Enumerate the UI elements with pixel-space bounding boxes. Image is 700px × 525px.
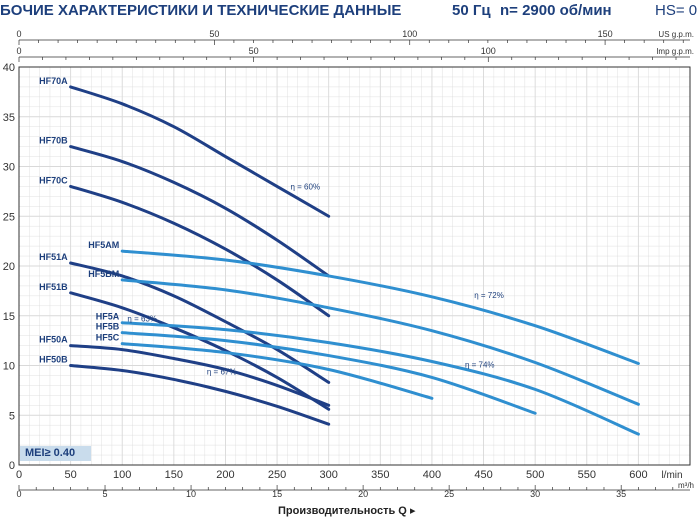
series-label-hf70c: HF70C xyxy=(39,175,68,185)
series-line-hf5bm xyxy=(120,278,640,406)
arrow-right-icon: ▸ xyxy=(409,505,416,517)
x-tick-label: 500 xyxy=(526,469,544,481)
series-label-hf5a: HF5A xyxy=(96,312,120,322)
frequency-label: 50 Гц xyxy=(452,2,491,19)
secondary-tick-label: 50 xyxy=(209,29,219,39)
series-line-hf70b xyxy=(69,145,331,278)
grid xyxy=(18,66,691,466)
series-labels: HF70A HF70B HF70C HF51A HF51B HF50A HF50B HF5AM… xyxy=(39,76,504,377)
plot-frame xyxy=(18,66,691,466)
series-label-hf5am: HF5AM xyxy=(88,240,119,250)
x-unit-label: l/min xyxy=(661,470,682,481)
efficiency-annotation: η = 74% xyxy=(465,360,495,369)
speed-label: n= 2900 об/мин xyxy=(500,2,612,19)
series-lines xyxy=(69,85,640,436)
series-line-hf5am xyxy=(120,249,640,366)
x-tick-label: 150 xyxy=(165,469,183,481)
secondary-tick-label: 5 xyxy=(103,489,108,499)
secondary-tick-label: 10 xyxy=(186,489,196,499)
secondary-tick-label: 15 xyxy=(272,489,282,499)
secondary-tick-label: 150 xyxy=(598,29,613,39)
x-tick-label: 550 xyxy=(578,469,596,481)
series-line-hf5b xyxy=(120,331,537,415)
x-tick-label: 300 xyxy=(320,469,338,481)
y-tick-label: 20 xyxy=(3,261,15,273)
y-tick-label: 30 xyxy=(3,162,15,174)
series-line-hf51a xyxy=(69,261,331,384)
series-label-hf50b: HF50B xyxy=(39,355,68,365)
y-tick-label: 40 xyxy=(3,62,15,74)
series-label-hf5b: HF5B xyxy=(96,322,120,332)
x-axis-label: Производительность Q xyxy=(278,505,407,517)
secondary-tick-label: 100 xyxy=(481,46,496,56)
y-tick-label: 5 xyxy=(9,410,15,422)
series-label-hf70a: HF70A xyxy=(39,76,68,86)
series-line-hf5c xyxy=(120,342,434,400)
x-tick-label: 250 xyxy=(268,469,286,481)
secondary-tick-label: 50 xyxy=(249,46,259,56)
y-tick-label: 25 xyxy=(3,211,15,223)
x-tick-label: 0 xyxy=(16,469,22,481)
series-label-hf70b: HF70B xyxy=(39,136,68,146)
secondary-tick-label: 35 xyxy=(616,489,626,499)
mei-badge: MEI≥ 0.40 xyxy=(20,446,91,461)
secondary-axis-name: Imp g.p.m. xyxy=(656,47,694,56)
secondary-tick-label: 20 xyxy=(358,489,368,499)
x-tick-label: 200 xyxy=(216,469,234,481)
y-tick-label: 10 xyxy=(3,361,15,373)
efficiency-annotation: η = 67% xyxy=(207,367,237,376)
efficiency-annotation: η = 60% xyxy=(290,182,320,191)
secondary-tick-label: 30 xyxy=(530,489,540,499)
x-tick-label: 450 xyxy=(474,469,492,481)
secondary-axis-name: m³/h xyxy=(678,481,694,490)
series-label-hf5bm: HF5BM xyxy=(88,269,119,279)
efficiency-annotation: η = 72% xyxy=(474,291,504,300)
series-line-hf70c xyxy=(69,184,331,318)
series-line-hf70a xyxy=(69,85,331,218)
efficiency-annotation: η = 63% xyxy=(127,315,157,324)
hs-label: HS= 0 m xyxy=(655,2,700,19)
series-label-hf51b: HF51B xyxy=(39,282,68,292)
y-tick-label: 0 xyxy=(9,460,15,472)
y-tick-label: 35 xyxy=(3,112,15,124)
x-tick-label: 600 xyxy=(629,469,647,481)
secondary-axis-name: US g.p.m. xyxy=(658,30,694,39)
secondary-tick-label: 0 xyxy=(16,46,21,56)
page-title: БОЧИЕ ХАРАКТЕРИСТИКИ И ТЕХНИЧЕСКИЕ ДАННЫ… xyxy=(0,2,402,19)
series-label-hf50a: HF50A xyxy=(39,335,68,345)
series-line-hf50b xyxy=(69,364,331,426)
x-tick-label: 400 xyxy=(423,469,441,481)
x-axis-title: Производительность Q ▸ xyxy=(278,504,415,517)
x-tick-label: 100 xyxy=(113,469,131,481)
x-tick-label: 350 xyxy=(371,469,389,481)
secondary-tick-label: 0 xyxy=(16,489,21,499)
series-line-hf50a xyxy=(69,344,331,407)
secondary-tick-label: 100 xyxy=(402,29,417,39)
series-label-hf51a: HF51A xyxy=(39,252,68,262)
x-tick-label: 50 xyxy=(64,469,76,481)
y-tick-label: 15 xyxy=(3,311,15,323)
secondary-tick-label: 25 xyxy=(444,489,454,499)
series-label-hf5c: HF5C xyxy=(96,333,120,343)
secondary-tick-label: 0 xyxy=(16,29,21,39)
series-line-hf5a xyxy=(120,321,640,436)
